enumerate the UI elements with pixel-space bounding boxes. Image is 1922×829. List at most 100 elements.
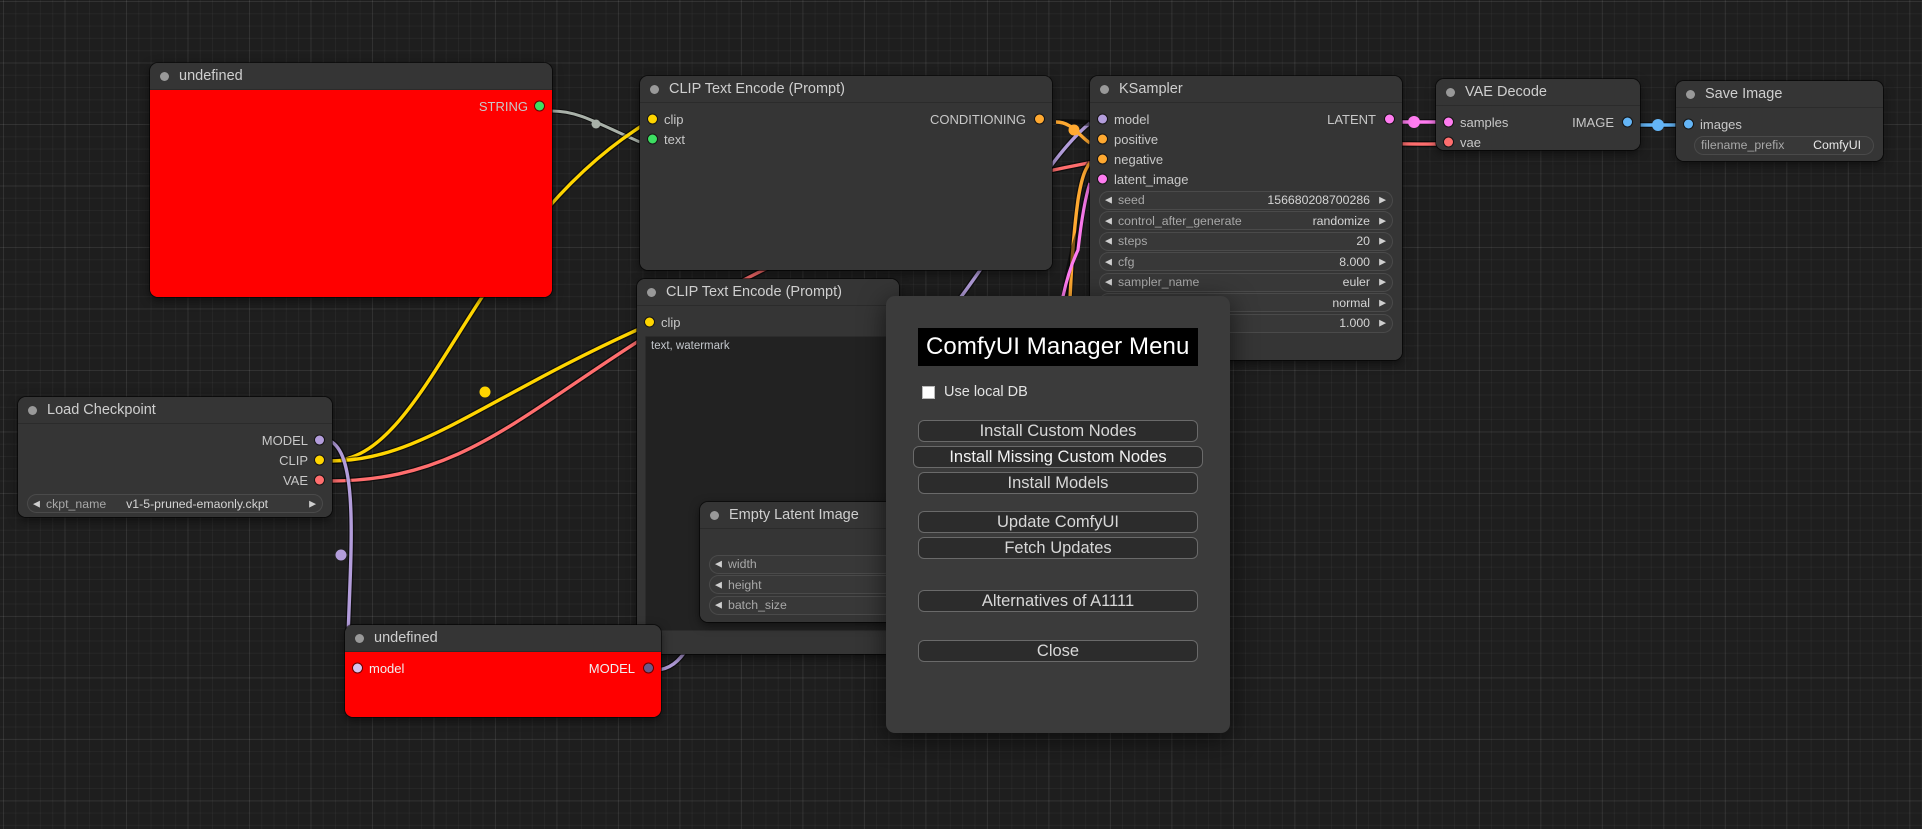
widget-control-after-generate[interactable]: ◀ control_after_generate randomize ▶ [1099, 211, 1393, 230]
decrement-arrow-icon[interactable]: ◀ [1105, 256, 1112, 266]
output-dot-latent[interactable] [1385, 114, 1394, 124]
fetch-updates-button[interactable]: Fetch Updates [918, 537, 1198, 559]
decrement-arrow-icon[interactable]: ◀ [33, 498, 40, 508]
output-dot-model[interactable] [315, 435, 324, 445]
input-slot-clip[interactable]: clip [637, 312, 899, 332]
collapse-dot-icon[interactable] [160, 71, 169, 81]
widget-sampler-name[interactable]: ◀ sampler_name euler ▶ [1099, 272, 1393, 292]
node-ksampler[interactable]: KSampler model LATENT positive negative … [1090, 76, 1402, 360]
collapse-dot-icon[interactable] [1100, 84, 1109, 94]
node-title-bar[interactable]: undefined [345, 625, 661, 652]
node-title-bar[interactable]: VAE Decode [1436, 79, 1640, 106]
decrement-arrow-icon[interactable]: ◀ [1105, 215, 1112, 225]
input-dot-text[interactable] [648, 134, 657, 144]
node-empty-latent-image[interactable]: Empty Latent Image ◀ width ◀ height ◀ ba… [700, 502, 903, 622]
output-dot-image[interactable] [1623, 117, 1632, 127]
input-slot-latent-image[interactable]: latent_image [1090, 169, 1402, 189]
input-dot-clip[interactable] [648, 114, 657, 124]
input-slot-images[interactable]: images [1676, 114, 1883, 134]
input-dot-clip[interactable] [645, 317, 654, 327]
use-local-db-checkbox[interactable] [922, 385, 935, 399]
increment-arrow-icon[interactable]: ▶ [1379, 215, 1386, 225]
input-dot-negative[interactable] [1098, 154, 1107, 164]
output-dot-conditioning[interactable] [1035, 114, 1044, 124]
output-dot-string[interactable] [535, 101, 544, 111]
collapse-dot-icon[interactable] [647, 287, 656, 297]
output-slot-model[interactable]: MODEL [18, 430, 332, 450]
collapse-dot-icon[interactable] [1686, 89, 1695, 99]
decrement-arrow-icon[interactable]: ◀ [1105, 194, 1112, 205]
node-title-bar[interactable]: CLIP Text Encode (Prompt) [640, 76, 1052, 103]
node-load-checkpoint[interactable]: Load Checkpoint MODEL CLIP VAE ◀ ckpt_na… [18, 397, 332, 517]
node-save-image[interactable]: Save Image images filename_prefix ComfyU… [1676, 81, 1883, 161]
node-vae-decode[interactable]: VAE Decode samples IMAGE vae [1436, 79, 1640, 150]
node-title-bar[interactable]: Empty Latent Image [700, 502, 903, 529]
widget-seed[interactable]: ◀ seed 156680208700286 ▶ [1099, 190, 1393, 210]
output-dot-model[interactable] [644, 663, 653, 673]
input-dot-latent-image[interactable] [1098, 174, 1107, 184]
widget-height[interactable]: ◀ height [709, 575, 894, 594]
input-dot-vae[interactable] [1444, 137, 1453, 147]
input-slot-model[interactable]: model MODEL [345, 658, 661, 678]
input-slot-positive[interactable]: positive [1090, 129, 1402, 149]
input-dot-samples[interactable] [1444, 117, 1453, 127]
widget-ckpt-name[interactable]: ◀ ckpt_name v1-5-pruned-emaonly.ckpt ▶ [27, 494, 323, 513]
input-slot-vae[interactable]: vae [1436, 132, 1640, 150]
alternatives-of-a1111-button[interactable]: Alternatives of A1111 [918, 590, 1198, 612]
install-custom-nodes-button[interactable]: Install Custom Nodes [918, 420, 1198, 442]
input-label: vae [1460, 134, 1481, 150]
input-dot-model[interactable] [353, 663, 362, 673]
collapse-dot-icon[interactable] [710, 510, 719, 520]
collapse-dot-icon[interactable] [28, 405, 37, 415]
input-slot-clip[interactable]: clip CONDITIONING [640, 109, 1052, 129]
use-local-db-row[interactable]: Use local DB [922, 384, 1028, 400]
output-slot-string[interactable]: STRING [150, 96, 552, 116]
widget-filename-prefix[interactable]: filename_prefix ComfyUI [1694, 135, 1874, 155]
decrement-arrow-icon[interactable]: ◀ [715, 579, 722, 589]
increment-arrow-icon[interactable]: ▶ [1379, 256, 1386, 266]
increment-arrow-icon[interactable]: ▶ [1379, 317, 1386, 328]
decrement-arrow-icon[interactable]: ◀ [1105, 235, 1112, 246]
collapse-dot-icon[interactable] [1446, 87, 1455, 97]
input-dot-model[interactable] [1098, 114, 1107, 124]
install-missing-custom-nodes-button[interactable]: Install Missing Custom Nodes [913, 446, 1203, 468]
increment-arrow-icon[interactable]: ▶ [1379, 194, 1386, 205]
decrement-arrow-icon[interactable]: ◀ [1105, 276, 1112, 287]
node-undefined-string[interactable]: undefined STRING [150, 63, 552, 297]
input-dot-positive[interactable] [1098, 134, 1107, 144]
widget-width[interactable]: ◀ width [709, 554, 894, 574]
widget-batch-size[interactable]: ◀ batch_size [709, 595, 894, 615]
increment-arrow-icon[interactable]: ▶ [1379, 235, 1386, 246]
node-title-bar[interactable]: CLIP Text Encode (Prompt) [637, 279, 899, 306]
widget-steps[interactable]: ◀ steps 20 ▶ [1099, 231, 1393, 251]
increment-arrow-icon[interactable]: ▶ [1379, 276, 1386, 287]
close-button[interactable]: Close [918, 640, 1198, 662]
input-dot-images[interactable] [1684, 119, 1693, 129]
node-title-text: undefined [179, 68, 243, 84]
node-title-bar[interactable]: Load Checkpoint [18, 397, 332, 424]
input-slot-negative[interactable]: negative [1090, 149, 1402, 169]
input-slot-samples[interactable]: samples IMAGE [1436, 112, 1640, 132]
decrement-arrow-icon[interactable]: ◀ [715, 599, 722, 610]
install-models-button[interactable]: Install Models [918, 472, 1198, 494]
output-slot-clip[interactable]: CLIP [18, 450, 332, 470]
node-title-bar[interactable]: undefined [150, 63, 552, 90]
node-undefined-model[interactable]: undefined model MODEL [345, 625, 661, 717]
comfyui-manager-dialog[interactable]: ComfyUI Manager Menu Use local DB Instal… [886, 296, 1230, 733]
output-dot-clip[interactable] [315, 455, 324, 465]
node-title-bar[interactable]: Save Image [1676, 81, 1883, 108]
collapse-dot-icon[interactable] [355, 633, 364, 643]
node-title-bar[interactable]: KSampler [1090, 76, 1402, 103]
output-dot-vae[interactable] [315, 475, 324, 485]
input-slot-model[interactable]: model LATENT [1090, 109, 1402, 129]
output-slot-vae[interactable]: VAE [18, 470, 332, 490]
collapse-dot-icon[interactable] [650, 84, 659, 94]
widget-cfg[interactable]: ◀ cfg 8.000 ▶ [1099, 252, 1393, 271]
node-clip-text-encode-positive[interactable]: CLIP Text Encode (Prompt) clip CONDITION… [640, 76, 1052, 270]
decrement-arrow-icon[interactable]: ◀ [715, 558, 722, 569]
increment-arrow-icon[interactable]: ▶ [1379, 297, 1386, 307]
update-comfyui-button[interactable]: Update ComfyUI [918, 511, 1198, 533]
input-slot-text[interactable]: text [640, 129, 1052, 149]
increment-arrow-icon[interactable]: ▶ [309, 498, 316, 508]
